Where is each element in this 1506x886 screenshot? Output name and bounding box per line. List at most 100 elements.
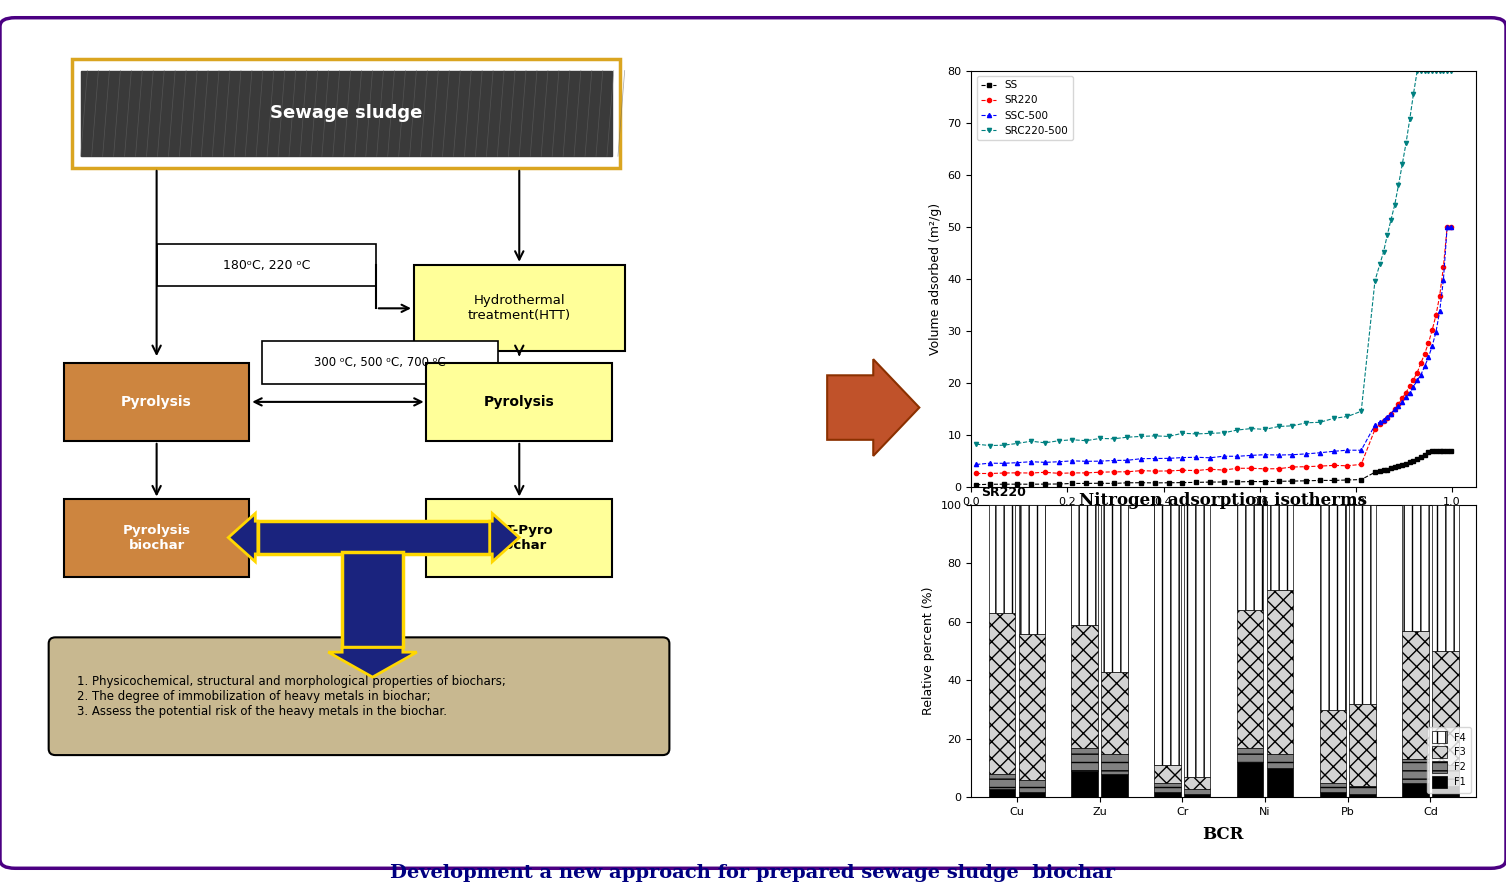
SR220 bbox=[1215, 465, 1233, 476]
SS bbox=[1229, 477, 1247, 487]
Bar bbox=[1432, 766, 1458, 786]
SS bbox=[1283, 476, 1301, 486]
Bar bbox=[1184, 505, 1211, 777]
SS bbox=[1339, 475, 1357, 486]
SSC-500 bbox=[1105, 455, 1123, 466]
SS bbox=[1050, 478, 1068, 489]
SS bbox=[1297, 476, 1315, 486]
SSC-500 bbox=[1416, 361, 1434, 371]
Bar bbox=[1154, 505, 1181, 766]
Bar bbox=[1236, 762, 1264, 797]
SRC220-500 bbox=[1090, 433, 1108, 444]
SR220 bbox=[1416, 348, 1434, 359]
SSC-500 bbox=[1426, 327, 1444, 338]
SR220 bbox=[1160, 466, 1178, 477]
FancyBboxPatch shape bbox=[426, 363, 611, 441]
Bar bbox=[1071, 771, 1098, 797]
FancyArrow shape bbox=[328, 648, 417, 677]
SS bbox=[980, 479, 998, 490]
SR220 bbox=[1036, 467, 1054, 478]
SS bbox=[1413, 452, 1431, 462]
SRC220-500 bbox=[1229, 424, 1247, 435]
FancyArrow shape bbox=[229, 513, 258, 562]
SRC220-500 bbox=[1283, 421, 1301, 431]
SSC-500 bbox=[1339, 445, 1357, 455]
SRC220-500 bbox=[1419, 66, 1437, 76]
SS bbox=[1386, 462, 1404, 472]
SRC220-500 bbox=[1105, 433, 1123, 444]
SS bbox=[1426, 446, 1444, 456]
SSC-500 bbox=[1310, 447, 1328, 458]
SRC220-500 bbox=[1215, 427, 1233, 438]
SS bbox=[1419, 447, 1437, 457]
Text: SR220: SR220 bbox=[982, 486, 1026, 499]
SS bbox=[1023, 479, 1041, 490]
SRC220-500 bbox=[1325, 413, 1343, 424]
SS bbox=[1105, 478, 1123, 489]
SRC220-500 bbox=[1023, 436, 1041, 447]
SSC-500 bbox=[1366, 420, 1384, 431]
SSC-500 bbox=[1390, 401, 1408, 412]
SRC220-500 bbox=[1173, 428, 1191, 439]
SRC220-500 bbox=[1378, 229, 1396, 240]
FancyBboxPatch shape bbox=[262, 341, 498, 384]
SRC220-500 bbox=[1370, 260, 1389, 270]
SRC220-500 bbox=[1063, 434, 1081, 445]
SR220 bbox=[1352, 459, 1370, 470]
SRC220-500 bbox=[980, 440, 998, 451]
SSC-500 bbox=[1370, 416, 1389, 427]
SR220 bbox=[1105, 467, 1123, 478]
SRC220-500 bbox=[1270, 421, 1288, 431]
SS bbox=[1390, 461, 1408, 471]
SR220 bbox=[1310, 461, 1328, 471]
SRC220-500 bbox=[1401, 114, 1419, 125]
Line: SS: SS bbox=[974, 449, 1453, 486]
Text: Pyrolysis
biochar: Pyrolysis biochar bbox=[122, 525, 191, 552]
SRC220-500 bbox=[1009, 438, 1027, 448]
SRC220-500 bbox=[967, 439, 985, 449]
SRC220-500 bbox=[1416, 66, 1434, 76]
SRC220-500 bbox=[1256, 424, 1274, 435]
SR220 bbox=[1441, 222, 1459, 232]
Bar bbox=[1349, 703, 1376, 786]
SSC-500 bbox=[1160, 453, 1178, 463]
FancyBboxPatch shape bbox=[63, 500, 250, 578]
SSC-500 bbox=[1270, 450, 1288, 461]
SSC-500 bbox=[1378, 412, 1396, 423]
SSC-500 bbox=[1090, 456, 1108, 467]
SRC220-500 bbox=[1036, 438, 1054, 448]
Bar bbox=[1154, 783, 1181, 791]
SR220 bbox=[1283, 462, 1301, 472]
SS bbox=[1438, 446, 1456, 456]
SRC220-500 bbox=[1297, 417, 1315, 428]
SR220 bbox=[967, 468, 985, 478]
SS bbox=[1063, 478, 1081, 489]
SR220 bbox=[1366, 424, 1384, 435]
SS bbox=[1077, 478, 1095, 489]
Bar bbox=[1432, 651, 1458, 766]
SSC-500 bbox=[980, 458, 998, 469]
SSC-500 bbox=[967, 459, 985, 470]
SRC220-500 bbox=[1405, 89, 1423, 99]
FancyBboxPatch shape bbox=[157, 244, 376, 286]
SSC-500 bbox=[1023, 456, 1041, 467]
Bar bbox=[1267, 768, 1294, 797]
SR220 bbox=[1423, 325, 1441, 336]
SRC220-500 bbox=[1434, 66, 1452, 76]
SRC220-500 bbox=[1339, 411, 1357, 422]
Bar bbox=[1154, 766, 1181, 783]
Text: BCR: BCR bbox=[1202, 826, 1244, 843]
Bar bbox=[1236, 505, 1264, 610]
Bar bbox=[1402, 783, 1429, 797]
SSC-500 bbox=[1405, 381, 1423, 392]
SR220 bbox=[1229, 463, 1247, 474]
SSC-500 bbox=[1009, 457, 1027, 468]
SR220 bbox=[1375, 416, 1393, 426]
Bar bbox=[1267, 753, 1294, 768]
SS bbox=[1160, 478, 1178, 488]
Bar bbox=[1018, 791, 1045, 797]
SR220 bbox=[1133, 465, 1151, 476]
SRC220-500 bbox=[1242, 424, 1261, 434]
SR220 bbox=[1077, 468, 1095, 478]
SS bbox=[1119, 478, 1137, 488]
